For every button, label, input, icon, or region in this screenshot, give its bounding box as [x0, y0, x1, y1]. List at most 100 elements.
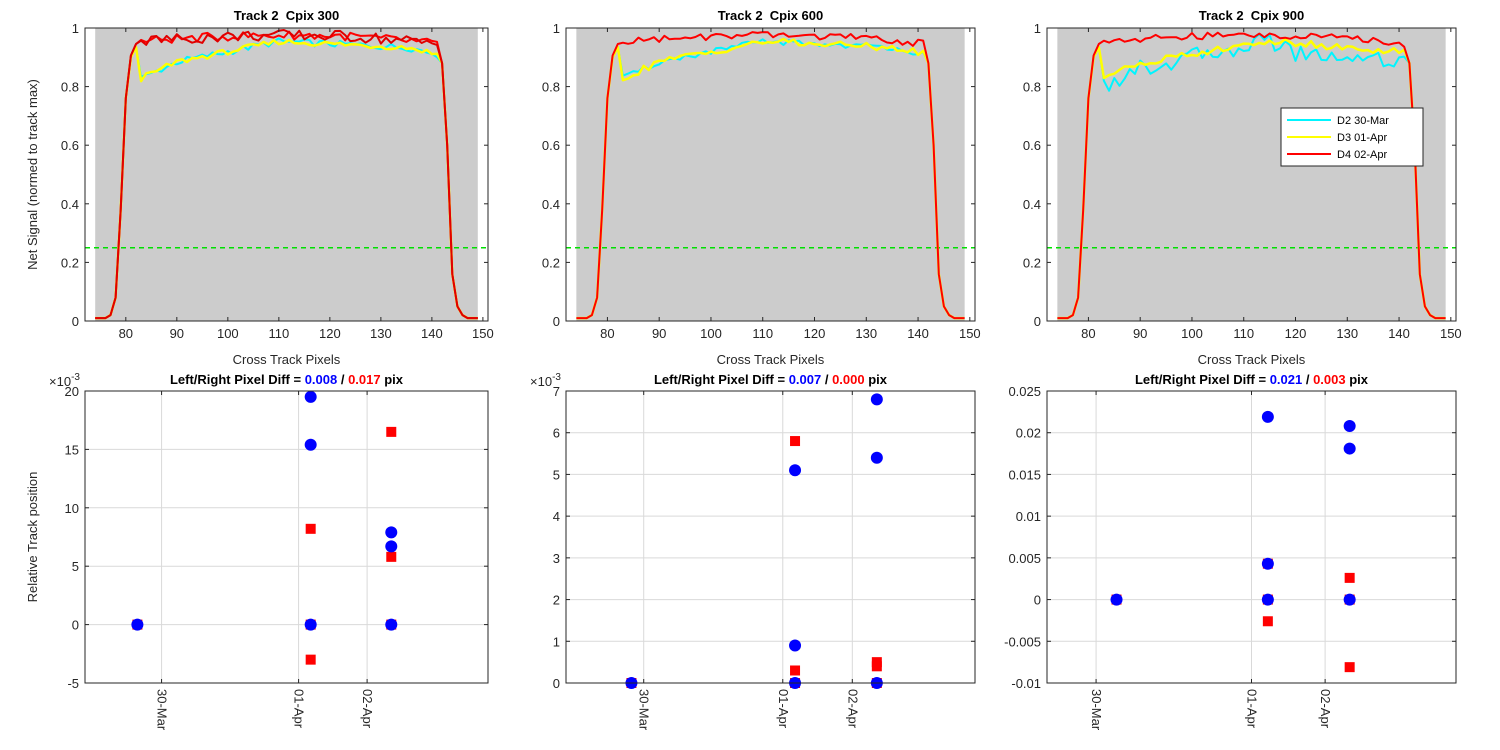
x-tick-label: 120 [1285, 326, 1307, 341]
title-sep: / [821, 372, 832, 387]
y-tick-label: 0.005 [1008, 551, 1041, 566]
title-prefix: Left/Right Pixel Diff = [170, 372, 305, 387]
y-tick-label: 0.4 [542, 197, 560, 212]
y-tick-label: 0.2 [1023, 255, 1041, 270]
chart-title: Track 2 Cpix 900 [1199, 8, 1305, 23]
x-tick-label: 02-Apr [360, 689, 375, 729]
y-tick-label: 1 [553, 634, 560, 649]
chart-4: 30-Mar 01-Apr 02-Apr -5 0 5 10 15 20×10-3 Left/Ri… [25, 372, 489, 731]
y-tick-label: 0.4 [61, 197, 79, 212]
x-tick-label: 80 [600, 326, 614, 341]
x-tick-label: 150 [1440, 326, 1462, 341]
chart-title: Track 2 Cpix 300 [234, 8, 340, 23]
chart-2: 80 90 100 110 120 130 140 150 0 0.2 0.4 0.6 0.8 1 Trac… [542, 8, 981, 367]
x-tick-label: 90 [652, 326, 666, 341]
series-d3-line [1057, 38, 1446, 320]
x-tick-label: 140 [421, 326, 443, 341]
blue-circle-point [304, 618, 317, 631]
x-tick-label: 100 [1181, 326, 1203, 341]
x-tick-label: 150 [472, 326, 494, 341]
blue-circle-point [304, 438, 317, 451]
series-d4-line [95, 29, 478, 320]
y-axis-label: Net Signal (normed to track max) [25, 79, 40, 270]
x-tick-label: 02-Apr [845, 689, 860, 729]
blue-circle-point [789, 639, 802, 652]
series-d4-line [1057, 31, 1446, 320]
y-tick-label: 0 [72, 618, 79, 633]
blue-circle-point [1343, 442, 1356, 455]
y-tick-label: 0.8 [1023, 80, 1041, 95]
exponent-label: ×10-3 [530, 372, 561, 389]
x-tick-label: 90 [1133, 326, 1147, 341]
x-axis-label: Cross Track Pixels [233, 352, 341, 367]
y-tick-label: 0 [553, 676, 560, 691]
x-tick-label: 30-Mar [155, 689, 170, 731]
y-tick-label: 6 [553, 426, 560, 441]
blue-circle-point [385, 618, 398, 631]
x-tick-label: 30-Mar [637, 689, 652, 731]
y-tick-label: 20 [65, 384, 79, 399]
y-tick-label: 0.4 [1023, 197, 1041, 212]
x-tick-label: 02-Apr [1318, 689, 1333, 729]
x-tick-label: 01-Apr [1245, 689, 1260, 729]
x-tick-label: 80 [119, 326, 133, 341]
y-tick-label: 5 [72, 559, 79, 574]
blue-circle-point [385, 540, 398, 553]
shaded-region [576, 28, 965, 321]
axes-box [565, 27, 976, 322]
title-suffix: pix [381, 372, 404, 387]
red-square-point [305, 654, 316, 665]
y-tick-label: 0.025 [1008, 384, 1041, 399]
y-tick-label: 0.02 [1016, 426, 1041, 441]
exponent-base: ×10 [530, 374, 552, 389]
y-tick-label: 1 [553, 21, 560, 36]
blue-circle-point [1261, 410, 1274, 423]
chart-title: Track 2 Cpix 600 [718, 8, 824, 23]
chart-title: Left/Right Pixel Diff = 0.021 / 0.003 pi… [1135, 372, 1369, 387]
legend-label: D2 30-Mar [1337, 115, 1389, 127]
x-tick-label: 130 [370, 326, 392, 341]
y-tick-label: 0.015 [1008, 467, 1041, 482]
y-tick-label: 1 [72, 21, 79, 36]
exponent-power: -3 [552, 372, 561, 383]
title-right: 0.000 [832, 372, 865, 387]
y-tick-label: 0.01 [1016, 509, 1041, 524]
y-tick-label: 0.8 [61, 80, 79, 95]
chart-title: Left/Right Pixel Diff = 0.008 / 0.017 pi… [170, 372, 404, 387]
y-tick-label: 3 [553, 551, 560, 566]
x-tick-label: 120 [804, 326, 826, 341]
y-tick-label: 2 [553, 593, 560, 608]
chart-6: 30-Mar 01-Apr 02-Apr -0.01 -0.005 0 0.005 0.01 0… [1004, 372, 1457, 731]
y-tick-label: -5 [67, 676, 79, 691]
shaded-region [1057, 28, 1446, 321]
x-tick-label: 80 [1081, 326, 1095, 341]
axes-box [565, 390, 976, 684]
title-right: 0.003 [1313, 372, 1346, 387]
red-square-point [305, 523, 316, 534]
blue-circle-point [870, 393, 883, 406]
series-d3-line [95, 38, 478, 320]
chart-1: 80 90 100 110 120 130 140 150 0 0.2 0.4 0.6 0.8 1 Trac… [25, 8, 494, 367]
y-tick-label: 0 [553, 314, 560, 329]
chart-5: 30-Mar 01-Apr 02-Apr 0 1 2 3 4 5 6 7×10-3 Left/Righ… [530, 372, 976, 731]
x-tick-label: 110 [1233, 326, 1254, 341]
x-tick-label: 130 [855, 326, 877, 341]
red-square-point [1262, 616, 1273, 627]
blue-circle-point [789, 464, 802, 477]
x-tick-label: 140 [1388, 326, 1410, 341]
chart-title: Left/Right Pixel Diff = 0.007 / 0.000 pi… [654, 372, 888, 387]
blue-circle-point [131, 618, 144, 631]
title-prefix: Left/Right Pixel Diff = [1135, 372, 1270, 387]
y-tick-label: 10 [65, 501, 79, 516]
title-prefix: Left/Right Pixel Diff = [654, 372, 789, 387]
blue-circle-point [1110, 593, 1123, 606]
blue-circle-point [870, 451, 883, 464]
x-tick-label: 130 [1336, 326, 1358, 341]
title-right: 0.017 [348, 372, 381, 387]
red-square-point [790, 665, 801, 676]
y-tick-label: 0.2 [61, 255, 79, 270]
y-tick-label: 7 [553, 384, 560, 399]
title-suffix: pix [1346, 372, 1369, 387]
series-d3-line [576, 37, 965, 320]
y-tick-label: 0.8 [542, 80, 560, 95]
